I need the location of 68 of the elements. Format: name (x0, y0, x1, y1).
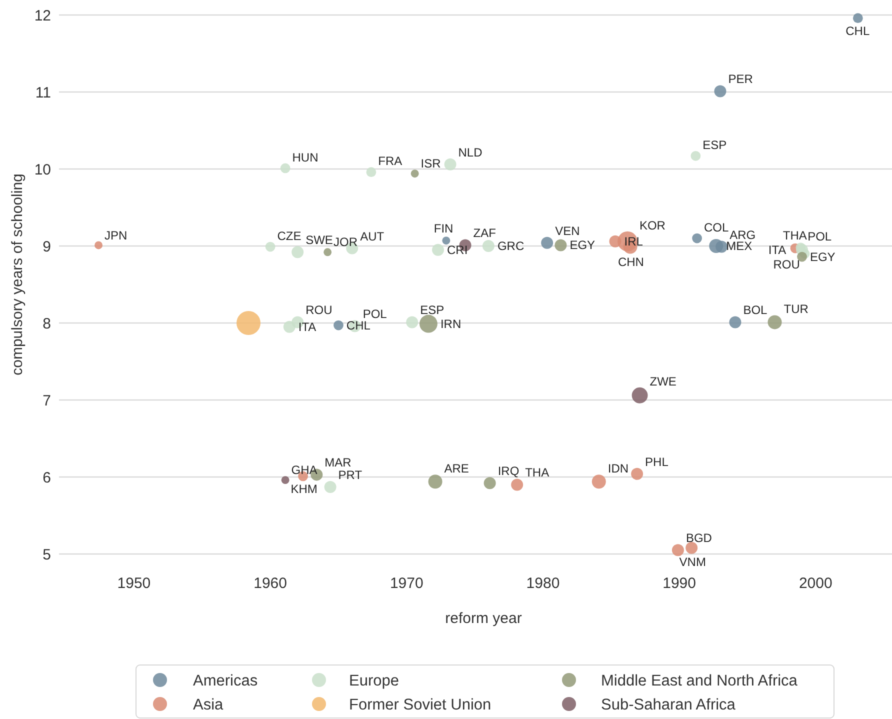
annotation: POL (808, 230, 832, 244)
annotation: ITA (768, 242, 786, 257)
y-tick-label: 5 (42, 546, 51, 564)
annotation: KHM (290, 482, 318, 496)
annotation: IDN (608, 462, 629, 476)
annotation: ROU (773, 258, 800, 272)
legend-label: Asia (193, 696, 224, 714)
annotation: TUR (784, 302, 809, 316)
x-tick-label: 1970 (390, 575, 424, 592)
legend-label: Sub-Saharan Africa (601, 696, 736, 714)
annotation: EGY (810, 250, 836, 264)
y-tick-label: 7 (42, 392, 51, 410)
annotation: NLD (458, 145, 483, 160)
annotation: THA (525, 466, 550, 480)
annotation: VNM (679, 554, 706, 569)
annotation: CZE (277, 228, 302, 243)
annotation: CHN (618, 254, 644, 269)
annotation: ZWE (650, 374, 676, 388)
annotation: ITA (298, 320, 316, 334)
legend-label: Middle East and North Africa (601, 672, 798, 690)
y-tick-label: 8 (42, 315, 51, 332)
annotation: THA (782, 228, 807, 242)
annotation: JOR (334, 235, 358, 250)
annotation: HUN (292, 150, 318, 164)
annotation: IRQ (498, 464, 520, 478)
annotation: ZAF (473, 226, 496, 240)
annotation: ROU (306, 303, 332, 318)
annotation: ARE (444, 462, 469, 476)
annotation: CRI (447, 242, 468, 257)
x-tick-label: 1960 (254, 575, 288, 592)
annotation: SWE (306, 233, 333, 248)
x-tick-label: 1980 (526, 575, 560, 592)
y-tick-label: 6 (42, 469, 51, 486)
annotation: ESP (420, 303, 444, 318)
annotation: IRN (440, 316, 462, 331)
legend-label: Former Soviet Union (349, 696, 492, 714)
annotation: MEX (726, 239, 752, 253)
x-axis-title: reform year (445, 610, 522, 627)
annotation: GRC (497, 239, 524, 253)
y-tick-label: 9 (42, 238, 51, 256)
x-tick-label: 2000 (798, 575, 832, 592)
annotation: COL (704, 220, 729, 234)
annotation: KOR (639, 218, 666, 232)
y-tick-label: 11 (35, 84, 51, 102)
annotation: ISR (420, 156, 442, 171)
annotation: AUT (360, 229, 385, 244)
annotation: PRT (338, 468, 363, 482)
annotation: ARG (730, 228, 756, 242)
annotation: GHA (291, 463, 318, 478)
annotation: EGY (570, 238, 596, 252)
annotation: FIN (434, 222, 454, 236)
legend-label: Americas (193, 672, 258, 690)
annotation: PHL (645, 454, 669, 469)
y-axis-title: compulsory years of schooling (9, 174, 26, 376)
annotation: FRA (378, 154, 402, 168)
annotation: ESP (702, 138, 727, 152)
legend-label: Europe (349, 672, 399, 690)
annotation: CHL (846, 24, 870, 38)
x-tick-label: 1990 (662, 575, 696, 592)
y-tick-label: 10 (34, 161, 51, 178)
annotation: PER (728, 72, 754, 86)
annotation: MAR (324, 456, 352, 470)
annotation: VEN (555, 224, 580, 238)
annotation: BOL (743, 303, 768, 318)
annotation: JPN (104, 228, 128, 242)
y-tick-label: 12 (34, 7, 51, 24)
x-tick-label: 1950 (117, 575, 151, 592)
annotation: BGD (686, 531, 712, 546)
